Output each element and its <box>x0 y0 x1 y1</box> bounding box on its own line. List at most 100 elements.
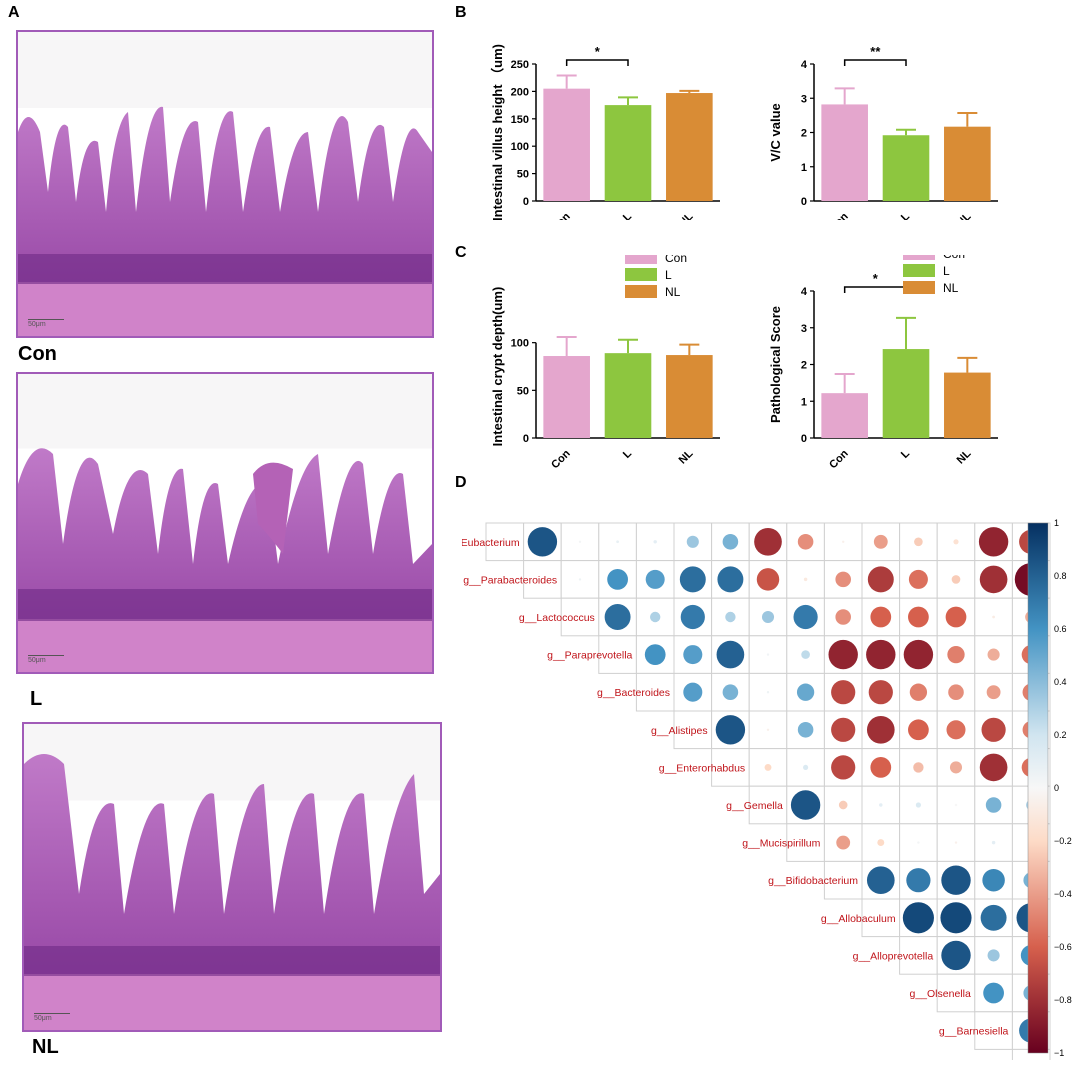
correlation-circle <box>527 527 558 557</box>
correlation-circle <box>915 802 921 808</box>
correlation-circle <box>797 534 814 550</box>
correlation-circle <box>982 868 1005 892</box>
correlation-circle <box>842 540 845 543</box>
y-axis-label: Intestinal crypt depth(um) <box>490 287 505 447</box>
significance-bracket <box>843 59 907 66</box>
legend-swatch <box>903 264 935 277</box>
significance-bracket <box>843 286 907 293</box>
correlation-circle <box>979 753 1008 782</box>
grid-cell <box>635 672 675 712</box>
correlation-circle <box>578 578 582 581</box>
row-label: g__Paraprevotella <box>547 650 632 662</box>
correlation-circle <box>949 761 963 774</box>
correlation-circle <box>870 757 892 778</box>
correlation-circle <box>803 764 809 770</box>
row-label: g__Eubacterium <box>462 537 520 549</box>
correlation-circle <box>754 527 782 556</box>
correlation-circle <box>766 691 770 694</box>
chart-villus-height: 0 50 100 150 200 250 Intestinal villus height … <box>490 44 720 220</box>
correlation-circle <box>978 527 1009 557</box>
correlation-circle <box>945 606 967 628</box>
y-tick-label: 100 <box>511 338 529 350</box>
y-tick-label: 0 <box>801 433 807 445</box>
legend-label: Con <box>943 255 965 261</box>
x-tick-label: Con <box>549 210 573 220</box>
significance-bracket <box>565 59 629 66</box>
x-tick-label: Con <box>549 447 573 471</box>
correlation-circle <box>725 611 736 623</box>
y-tick-label: 1 <box>801 396 807 408</box>
y-axis-label: Pathological Score <box>768 306 783 423</box>
colorbar-tick-label: 0.4 <box>1054 677 1067 687</box>
correlation-circle <box>766 653 770 656</box>
scale-bar: 50μm <box>34 1013 70 1022</box>
correlation-circle <box>828 639 858 670</box>
correlation-circle <box>683 645 703 665</box>
correlation-circle <box>578 540 582 543</box>
colorbar-tick-label: −0.4 <box>1054 889 1072 899</box>
micrograph-label-con: Con <box>18 343 57 365</box>
panel-letter-b: B <box>455 4 467 21</box>
correlation-circle <box>866 866 895 895</box>
correlation-circle <box>680 604 705 630</box>
grid-cell <box>523 560 562 599</box>
y-axis-label: Intestinal villus height （um) <box>490 44 505 220</box>
colorbar-tick-label: −0.6 <box>1054 942 1072 952</box>
correlation-circle <box>831 717 856 742</box>
legend-swatch <box>903 281 935 294</box>
colorbar-tick-label: −0.2 <box>1054 836 1072 846</box>
bar-nl <box>666 355 713 438</box>
correlation-circle <box>835 571 851 588</box>
correlation-circle <box>906 868 931 893</box>
correlation-circle <box>722 684 739 700</box>
correlation-circle <box>946 720 966 740</box>
y-tick-label: 50 <box>517 169 529 181</box>
legend-label: NL <box>665 285 681 299</box>
row-label: g__Olsenella <box>910 988 971 1000</box>
correlation-circle <box>644 644 666 665</box>
grid-cell <box>673 635 713 674</box>
grid-cell <box>936 973 976 1013</box>
correlation-circle <box>616 540 619 544</box>
x-tick-label: NL <box>955 210 974 220</box>
y-tick-label: 250 <box>511 59 529 71</box>
chart-pathological-score: 0 1 2 3 4 Pathological Score Con L NL * Con L NL <box>768 255 998 471</box>
x-tick-label: NL <box>677 447 696 466</box>
row-label: g__Parabacteroides <box>463 574 557 586</box>
colorbar <box>1027 522 1049 1054</box>
grid-cell <box>823 860 863 900</box>
correlation-circle <box>947 645 965 664</box>
legend-label: Con <box>665 255 687 265</box>
scale-bar: 50μm <box>28 319 64 328</box>
correlation-circle <box>650 611 661 623</box>
grid-cell <box>560 597 600 637</box>
correlation-circle <box>866 639 896 670</box>
correlation-circle <box>954 841 958 844</box>
colorbar-tick-label: −0.8 <box>1054 995 1072 1005</box>
grid-cell <box>974 1011 1013 1050</box>
correlation-circle <box>716 640 745 669</box>
correlation-circle <box>801 650 810 659</box>
y-tick-label: 3 <box>801 93 807 105</box>
x-tick-label: L <box>899 447 912 460</box>
correlation-circle <box>766 728 770 731</box>
legend-label: L <box>943 264 950 278</box>
correlation-circle <box>722 534 739 550</box>
grid-cell <box>899 936 938 975</box>
colorbar-tick-label: 0.2 <box>1054 730 1067 740</box>
y-tick-label: 0 <box>523 196 529 208</box>
legend-label: L <box>665 268 672 282</box>
correlation-heatmap: g__Eubacterium g__Parabacteroides g__Lacto… <box>462 518 1072 1060</box>
micrograph-con: 50μm <box>16 30 434 338</box>
x-tick-label: NL <box>955 447 974 466</box>
correlation-circle <box>951 575 961 584</box>
micrograph-nl: 50μm <box>22 722 442 1032</box>
bar-nl <box>944 126 991 201</box>
colorbar-tick-label: −1 <box>1054 1048 1064 1058</box>
grid-cell <box>974 973 1013 1013</box>
panel-letter-d: D <box>455 474 467 491</box>
panel-letter-c: C <box>455 244 467 261</box>
bar-con <box>821 393 868 438</box>
correlation-circle <box>838 800 848 810</box>
legend-label: NL <box>943 281 959 295</box>
